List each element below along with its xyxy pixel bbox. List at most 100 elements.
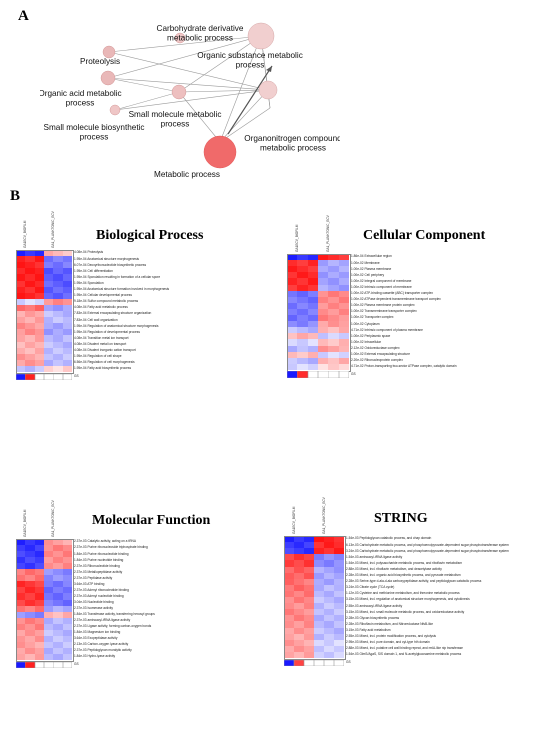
heatmap-cell bbox=[25, 599, 35, 606]
heatmap-row-label: 1.00e-02 Periplasmic space bbox=[351, 333, 391, 338]
node-metabolic-process bbox=[203, 135, 237, 169]
heatmap-cell bbox=[53, 347, 63, 354]
heatmap-cell bbox=[328, 284, 339, 291]
heatmap-cell bbox=[25, 365, 35, 373]
heatmap-cell bbox=[304, 621, 315, 628]
heatmap-cell bbox=[287, 266, 298, 273]
heatmap-title: Molecular Function bbox=[92, 513, 211, 528]
heatmap-cell bbox=[284, 645, 295, 653]
heatmap-cell bbox=[44, 347, 54, 354]
heatmap-cell bbox=[16, 545, 26, 552]
heatmap-cell bbox=[318, 351, 329, 358]
heatmap-cell bbox=[287, 308, 298, 316]
heatmap-cell bbox=[25, 250, 35, 257]
heatmap-cell bbox=[287, 357, 298, 365]
heatmap-cell bbox=[324, 560, 335, 567]
heatmap-cell bbox=[297, 351, 308, 358]
heatmap-cell bbox=[25, 341, 35, 348]
heatmap-cell bbox=[314, 603, 325, 610]
heatmap-cell bbox=[34, 617, 45, 624]
heatmap-cell bbox=[62, 539, 73, 546]
heatmap-cell bbox=[34, 341, 45, 348]
heatmap-cell bbox=[16, 311, 26, 318]
heatmap-cell bbox=[25, 286, 35, 293]
heatmap-cell bbox=[62, 359, 73, 367]
heatmap-cell bbox=[16, 593, 26, 600]
heatmap-cell bbox=[314, 554, 325, 561]
heatmap-cell bbox=[338, 254, 350, 261]
heatmap-cell bbox=[34, 605, 45, 612]
heatmap-cell bbox=[304, 554, 315, 561]
heatmap-cell bbox=[62, 304, 73, 312]
heatmap-cell bbox=[53, 551, 63, 558]
heatmap-cell bbox=[62, 274, 73, 281]
heatmap-row-label: 1.95e-04 Cell differentiation bbox=[74, 268, 113, 273]
heatmap-row-label: 2.28e-03 Riboflavin metabolism, and Nitr… bbox=[346, 621, 433, 626]
gs-cell bbox=[34, 661, 45, 669]
heatmap-cell bbox=[314, 627, 325, 634]
heatmap-cell bbox=[16, 365, 26, 373]
heatmap-cell bbox=[294, 560, 305, 567]
heatmap-cell bbox=[53, 593, 63, 600]
heatmap-cell bbox=[307, 260, 319, 267]
heatmap-cell bbox=[16, 611, 26, 618]
heatmap-cell bbox=[25, 292, 35, 300]
heatmap-row-label: 1.00e-02 Cytoplasm bbox=[351, 321, 380, 326]
gs-label: GS bbox=[74, 662, 79, 667]
heatmap-row-label: 2.13e-03 Carbon-oxygen lyase activity bbox=[74, 642, 129, 647]
heatmap-cell bbox=[53, 298, 63, 306]
heatmap-cell bbox=[25, 353, 35, 361]
heatmap-cell bbox=[34, 353, 45, 361]
node-organonitrogen bbox=[258, 80, 278, 100]
heatmap-cell bbox=[34, 298, 45, 306]
heatmap-cell bbox=[334, 590, 345, 598]
heatmap-cell bbox=[324, 590, 335, 598]
heatmap-title: Cellular Component bbox=[363, 228, 486, 243]
heatmap-cell bbox=[338, 272, 350, 279]
heatmap-title: Biological Process bbox=[96, 228, 204, 243]
heatmap-cell bbox=[44, 563, 54, 570]
heatmap-cell bbox=[25, 605, 35, 612]
heatmap-cell bbox=[44, 635, 54, 643]
heatmap-cell bbox=[62, 653, 73, 661]
heatmap-cell bbox=[44, 623, 54, 631]
heatmap-cell bbox=[318, 308, 329, 316]
heatmap-cell bbox=[62, 635, 73, 643]
heatmap-cell bbox=[314, 609, 325, 616]
heatmap-cell bbox=[25, 359, 35, 367]
heatmap-row-label: 3.15e-03 Mixed, incl. regulation of anat… bbox=[346, 597, 470, 602]
heatmap-cell bbox=[16, 341, 26, 348]
heatmap-cell bbox=[25, 563, 35, 570]
node-organic-substance bbox=[247, 22, 275, 50]
heatmap-cell bbox=[34, 551, 45, 558]
heatmap-cell bbox=[307, 290, 319, 297]
network-edge bbox=[107, 35, 262, 79]
heatmap-grid-border bbox=[16, 250, 74, 374]
heatmap-cell bbox=[304, 584, 315, 592]
heatmap-row-label: 2.20e-02 Ribonucleoprotein complex bbox=[351, 358, 403, 363]
heatmap-row-label: 4.71e-02 Proton-transporting two-sector … bbox=[351, 364, 457, 369]
heatmap-row-label: 1.95e-04 Fatty acid biosynthetic process bbox=[74, 366, 132, 371]
heatmap-cell bbox=[25, 539, 35, 546]
network-edge bbox=[178, 35, 262, 93]
gs-label: GS bbox=[346, 660, 351, 665]
gs-cell bbox=[34, 373, 45, 381]
heatmap-cell bbox=[338, 302, 350, 310]
heatmap-cell bbox=[34, 545, 45, 552]
heatmap-cell bbox=[318, 296, 329, 304]
heatmap-row-label: 4.08e-04 Proteolysis bbox=[74, 250, 104, 255]
heatmap-cell bbox=[294, 621, 305, 628]
heatmap-cell bbox=[328, 327, 339, 334]
heatmap-cell bbox=[44, 359, 54, 367]
node-label-orgsub: Organic substance metabolic bbox=[197, 51, 303, 60]
heatmap-cell bbox=[297, 327, 308, 334]
heatmap-cell bbox=[284, 609, 295, 616]
heatmap-cell bbox=[287, 260, 298, 267]
heatmap-cell bbox=[307, 357, 319, 365]
heatmap-cell bbox=[287, 345, 298, 352]
heatmap-cell bbox=[334, 536, 345, 543]
node-label-carb: metabolic process bbox=[167, 34, 233, 43]
heatmap-cell bbox=[34, 347, 45, 354]
heatmap-cell bbox=[62, 298, 73, 306]
heatmap-cell bbox=[334, 633, 345, 640]
